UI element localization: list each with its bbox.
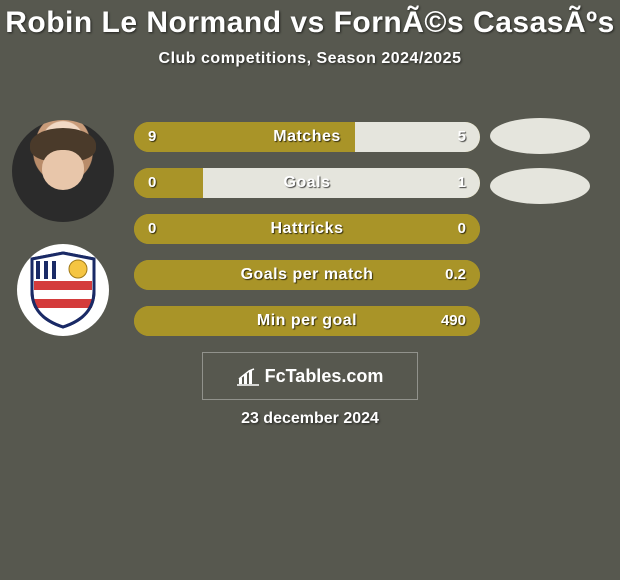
logo-text: FcTables.com <box>265 366 384 387</box>
stat-bar: 95Matches <box>134 122 480 152</box>
club-crest <box>17 244 109 336</box>
player-photo <box>12 120 114 222</box>
stat-bar: 0.2Goals per match <box>134 260 480 290</box>
bullet-oval <box>490 168 590 204</box>
chart-bar-icon <box>237 366 259 386</box>
comparison-card: Robin Le Normand vs FornÃ©s CasasÃºs Clu… <box>0 0 620 580</box>
bar-label: Matches <box>134 122 480 152</box>
bar-label: Min per goal <box>134 306 480 336</box>
footer-date: 23 december 2024 <box>0 410 620 428</box>
bar-label: Goals <box>134 168 480 198</box>
left-column <box>8 120 118 336</box>
page-title: Robin Le Normand vs FornÃ©s CasasÃºs <box>0 0 620 40</box>
bar-label: Hattricks <box>134 214 480 244</box>
stat-bar: 00Hattricks <box>134 214 480 244</box>
stat-bar: 01Goals <box>134 168 480 198</box>
logo-box[interactable]: FcTables.com <box>202 352 418 400</box>
shield-icon <box>28 251 98 329</box>
stat-bars: 95Matches 01Goals 00Hattricks 0.2Goals per … <box>134 122 480 352</box>
right-bullets <box>490 118 610 218</box>
bar-label: Goals per match <box>134 260 480 290</box>
stat-bar: 490Min per goal <box>134 306 480 336</box>
subtitle: Club competitions, Season 2024/2025 <box>0 50 620 68</box>
bullet-oval <box>490 118 590 154</box>
